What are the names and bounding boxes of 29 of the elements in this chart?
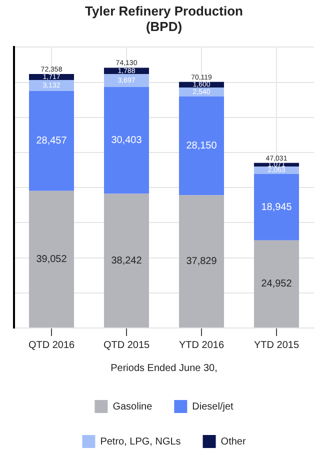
bar bbox=[29, 190, 74, 328]
text: (BPD) bbox=[146, 18, 182, 34]
data-label: 30,403 bbox=[111, 135, 142, 146]
legend-label: Other bbox=[220, 436, 246, 448]
data-label: 38,242 bbox=[111, 255, 142, 266]
bar bbox=[179, 96, 224, 196]
bar bbox=[29, 91, 74, 191]
x-tick-label: QTD 2016 bbox=[28, 340, 75, 351]
bar bbox=[104, 194, 149, 328]
data-label: 24,952 bbox=[261, 278, 292, 290]
data-label: 18,945 bbox=[261, 202, 292, 213]
x-tick-label: YTD 2015 bbox=[254, 340, 300, 351]
x-axis-title: Periods Ended June 30, bbox=[110, 362, 218, 374]
data-label: 28,457 bbox=[36, 136, 68, 147]
legend-label: Diesel/jet bbox=[192, 401, 234, 412]
data-label: 28,150 bbox=[186, 140, 218, 152]
bar bbox=[179, 195, 224, 328]
bar bbox=[254, 174, 299, 240]
bar bbox=[104, 87, 149, 194]
legend-label: Gasoline bbox=[112, 401, 153, 412]
bar bbox=[254, 240, 299, 328]
x-tick-label: QTD 2015 bbox=[103, 340, 150, 351]
text: Tyler Refinery Production bbox=[85, 3, 243, 18]
bar bbox=[104, 74, 149, 88]
bar bbox=[29, 80, 74, 92]
data-label: 37,829 bbox=[186, 256, 218, 268]
legend-label: Petro, LPG, NGLs bbox=[100, 436, 181, 448]
data-label: 39,052 bbox=[36, 254, 68, 265]
x-tick-label: YTD 2016 bbox=[178, 340, 224, 351]
